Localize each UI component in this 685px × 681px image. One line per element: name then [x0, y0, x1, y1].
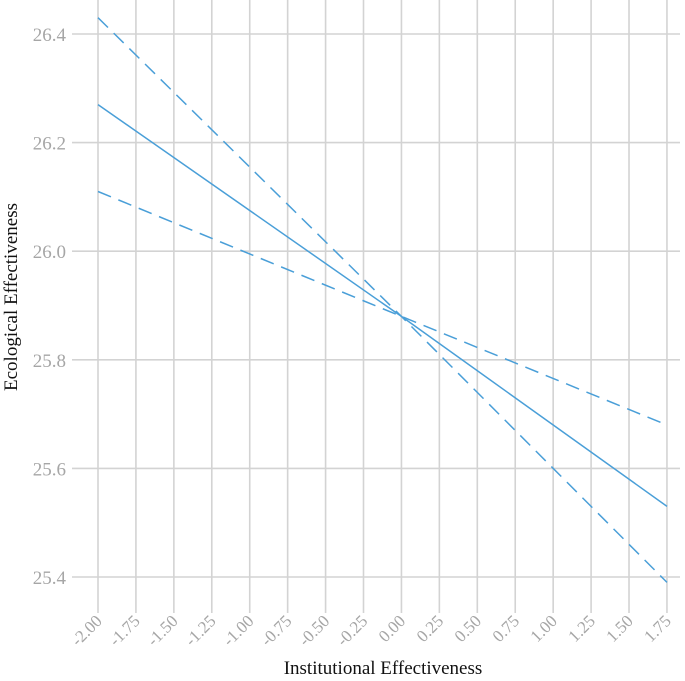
series-line-lower-bound [97, 190, 668, 426]
x-tick-label: -1.25 [181, 611, 219, 649]
x-tick-label: -1.50 [143, 611, 181, 649]
y-tick-label: 26.0 [33, 242, 66, 263]
x-tick-label: 0.00 [375, 611, 409, 645]
x-gridlines [97, 0, 668, 613]
x-tick-label: -0.25 [333, 611, 371, 649]
y-tick-label: 26.4 [33, 25, 67, 46]
x-tick-label: 0.50 [451, 611, 485, 645]
x-tick-label: -1.00 [219, 611, 257, 649]
x-tick-label: 1.50 [602, 611, 636, 645]
x-axis-title: Institutional Effectiveness [284, 658, 483, 679]
series-line-upper-bound [97, 17, 668, 583]
x-tick-label: 1.25 [564, 611, 598, 645]
y-tick-labels: 25.4 25.6 25.8 26.0 26.2 26.4 [33, 25, 67, 589]
x-tick-labels: -2.00 -1.75 -1.50 -1.25 -1.00 -0.75 -0.50 -0.25… [67, 611, 674, 649]
y-tick-label: 25.8 [33, 351, 66, 372]
y-gridlines [72, 33, 680, 578]
x-tick-label: -2.00 [67, 611, 105, 649]
y-axis-title: Ecological Effectiveness [1, 203, 22, 391]
x-tick-label: -1.75 [105, 611, 143, 649]
series-line-predicted [97, 103, 668, 508]
x-tick-label: -0.75 [257, 611, 295, 649]
x-tick-label: -0.50 [295, 611, 333, 649]
y-tick-label: 25.4 [33, 568, 67, 589]
x-tick-label: 1.75 [640, 611, 674, 645]
y-tick-label: 26.2 [33, 134, 66, 155]
series-lines [97, 17, 668, 583]
x-tick-label: 0.25 [413, 611, 447, 645]
x-tick-label: 1.00 [527, 611, 561, 645]
x-tick-label: 0.75 [489, 611, 523, 645]
y-tick-label: 25.6 [33, 459, 66, 480]
